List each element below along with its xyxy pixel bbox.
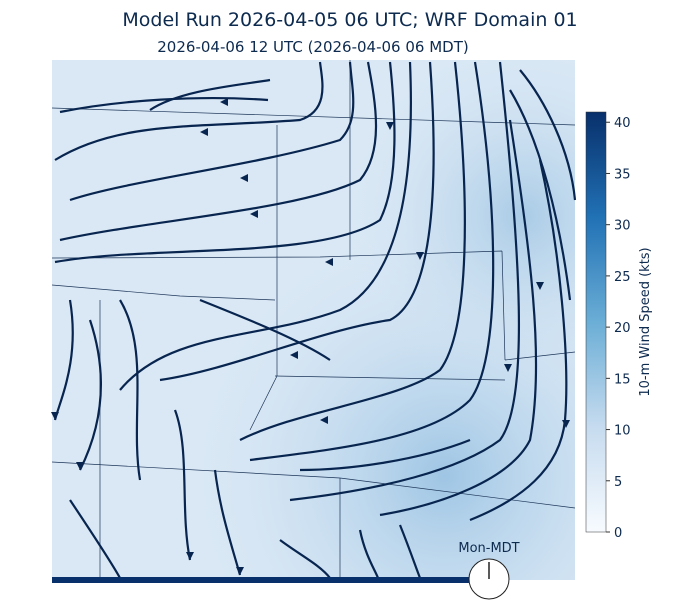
subtitle: 2026-04-06 12 UTC (2026-04-06 06 MDT) [157,38,468,56]
streamlines [53,61,577,579]
arrows [51,98,570,575]
colorbar-tick-label: 20 [614,321,631,336]
colorbar-tick-label: 30 [614,219,631,234]
map [51,60,576,580]
colorbar-label: 10-m Wind Speed (kts) [638,247,653,396]
colorbar-tick-label: 15 [614,372,631,387]
title: Model Run 2026-04-05 06 UTC; WRF Domain … [122,9,577,31]
colorbar-tick-label: 0 [614,526,622,541]
colorbar-tick-label: 10 [614,424,631,439]
bottom-bar [52,577,470,583]
colorbar-tick-label: 35 [614,167,631,182]
colorbar-tick-label: 40 [614,116,631,131]
clock-label: Mon-MDT [458,541,519,556]
colorbar [585,111,607,533]
colorbar-tick-label: 25 [614,270,631,285]
colorbar-tick-label: 5 [614,475,622,490]
colorbar-ticks: 0 5 10 15 20 25 30 35 40 [606,116,631,541]
